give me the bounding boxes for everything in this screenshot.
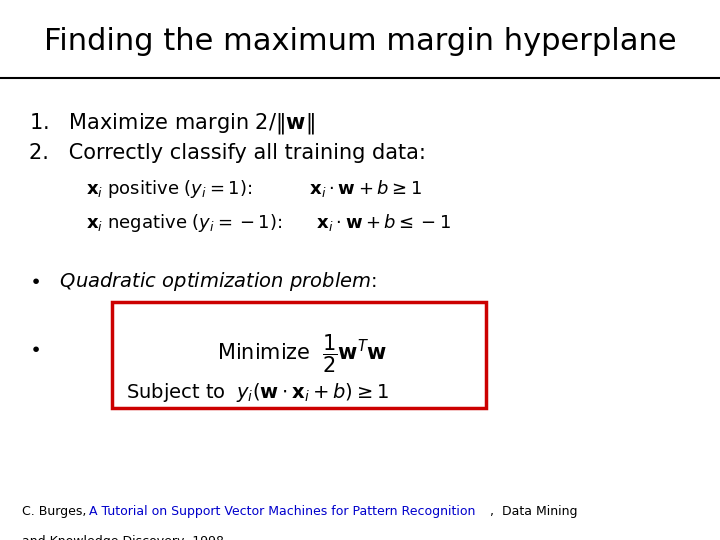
Text: $\bullet$: $\bullet$: [29, 338, 40, 356]
Text: $\mathbf{x}_i$ positive $(y_i = 1)$:          $\mathbf{x}_i \cdot \mathbf{w} + b: $\mathbf{x}_i$ positive $(y_i = 1)$: $\m…: [86, 178, 422, 200]
Text: Finding the maximum margin hyperplane: Finding the maximum margin hyperplane: [44, 27, 676, 56]
Text: C. Burges,: C. Burges,: [22, 505, 90, 518]
Text: and Knowledge Discovery, 1998: and Knowledge Discovery, 1998: [22, 535, 224, 540]
Text: Minimize $\;\dfrac{1}{2}\mathbf{w}^T\mathbf{w}$: Minimize $\;\dfrac{1}{2}\mathbf{w}^T\mat…: [217, 332, 387, 375]
Text: $\bullet$   $\mathit{Quadratic\ optimization\ problem}$:: $\bullet$ $\mathit{Quadratic\ optimizati…: [29, 270, 377, 293]
Text: $\mathbf{x}_i$ negative $(y_i = -1)$:      $\mathbf{x}_i \cdot \mathbf{w} + b \l: $\mathbf{x}_i$ negative $(y_i = -1)$: $\…: [86, 212, 451, 234]
Text: ,  Data Mining: , Data Mining: [490, 505, 577, 518]
Text: A Tutorial on Support Vector Machines for Pattern Recognition: A Tutorial on Support Vector Machines fo…: [89, 505, 475, 518]
Text: 1.   Maximize margin $2/\|\mathbf{w}\|$: 1. Maximize margin $2/\|\mathbf{w}\|$: [29, 111, 315, 136]
Text: 2.   Correctly classify all training data:: 2. Correctly classify all training data:: [29, 143, 426, 163]
Text: Subject to $\;y_i(\mathbf{w} \cdot \mathbf{x}_i + b) \geq 1$: Subject to $\;y_i(\mathbf{w} \cdot \math…: [126, 381, 389, 404]
